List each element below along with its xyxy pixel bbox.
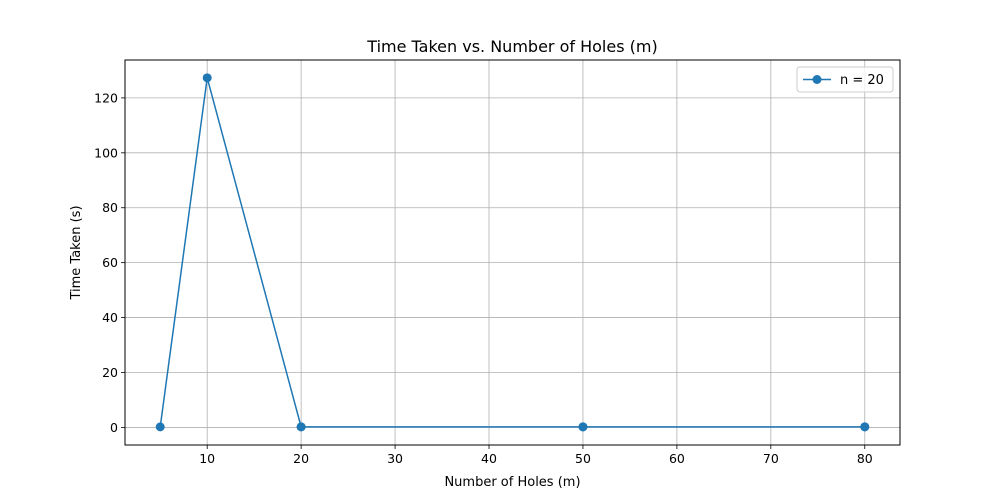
x-tick-label: 10 bbox=[199, 451, 215, 466]
chart-title: Time Taken vs. Number of Holes (m) bbox=[366, 37, 657, 56]
x-axis-label: Number of Holes (m) bbox=[444, 475, 580, 490]
x-tick-label: 60 bbox=[669, 451, 685, 466]
y-tick-label: 80 bbox=[102, 200, 118, 215]
y-axis-label: Time Taken (s) bbox=[69, 205, 84, 300]
legend-label: n = 20 bbox=[840, 73, 884, 88]
x-tick-label: 20 bbox=[293, 451, 309, 466]
x-tick-label: 40 bbox=[481, 451, 497, 466]
data-point bbox=[860, 422, 870, 432]
series-line bbox=[159, 77, 866, 428]
data-point bbox=[296, 422, 306, 432]
y-tick-label: 20 bbox=[102, 365, 118, 380]
plot-frame bbox=[124, 59, 901, 446]
series-layer bbox=[155, 73, 870, 432]
legend: n = 20 bbox=[796, 66, 894, 93]
data-point bbox=[155, 422, 165, 432]
y-tick-label: 60 bbox=[102, 255, 118, 270]
x-tick-label: 70 bbox=[763, 451, 779, 466]
grid bbox=[125, 60, 900, 445]
x-tick-label: 30 bbox=[387, 451, 403, 466]
y-tick-label: 120 bbox=[94, 90, 118, 105]
data-point bbox=[578, 422, 588, 432]
legend-box bbox=[796, 66, 894, 93]
ticks: 10 20 30 40 50 60 70 80 0 20 40 60 80 100 120 bbox=[94, 90, 873, 466]
y-tick-label: 100 bbox=[94, 145, 118, 160]
data-point bbox=[202, 73, 212, 83]
y-tick-label: 0 bbox=[110, 420, 118, 435]
y-tick-label: 40 bbox=[102, 310, 118, 325]
legend-dot-marker bbox=[812, 75, 822, 84]
x-tick-label: 80 bbox=[857, 451, 873, 466]
x-tick-label: 50 bbox=[575, 451, 591, 466]
